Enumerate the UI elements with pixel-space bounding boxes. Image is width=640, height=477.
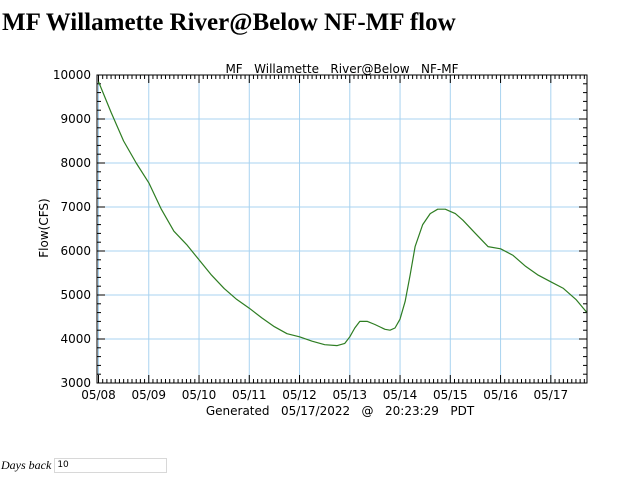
y-axis-label: Flow(CFS) [37, 198, 51, 257]
x-tick-label: 05/09 [131, 388, 166, 402]
y-tick-label: 3000 [60, 376, 91, 390]
x-tick-label: 05/10 [182, 388, 217, 402]
chart-footer: Generated 05/17/2022 @ 20:23:29 PDT [206, 404, 475, 418]
y-tick-label: 8000 [60, 156, 91, 170]
tick-labels: 3000 4000 5000 6000 7000 8000 9000 10000 05/08 05… [53, 68, 568, 402]
x-tick-label: 05/15 [433, 388, 468, 402]
days-back-control: Days back [0, 457, 168, 473]
x-tick-label: 05/11 [232, 388, 267, 402]
y-tick-label: 9000 [60, 112, 91, 126]
series-line-flow [97, 81, 588, 347]
plot-background [97, 75, 587, 383]
axis-ticks [97, 74, 587, 384]
x-tick-label: 05/16 [483, 388, 518, 402]
x-tick-label: 05/12 [282, 388, 317, 402]
flow-chart: 3000 4000 5000 6000 7000 8000 9000 10000 05/08 05… [37, 62, 588, 418]
days-back-input[interactable] [54, 457, 168, 473]
y-tick-label: 6000 [60, 244, 91, 258]
y-tick-label: 7000 [60, 200, 91, 214]
x-tick-label: 05/08 [81, 388, 116, 402]
page-title: MF Willamette River@Below NF-MF flow [2, 9, 456, 36]
x-tick-label: 05/13 [332, 388, 367, 402]
y-tick-label: 10000 [53, 68, 91, 82]
days-back-label: Days back [1, 457, 52, 472]
chart-title: MF Willamette River@Below NF-MF [225, 62, 458, 76]
x-tick-label: 05/17 [534, 388, 569, 402]
y-tick-label: 5000 [60, 288, 91, 302]
grid-lines [97, 75, 587, 383]
x-tick-label: 05/14 [383, 388, 418, 402]
y-tick-label: 4000 [60, 332, 91, 346]
plot-frame [96, 74, 588, 384]
